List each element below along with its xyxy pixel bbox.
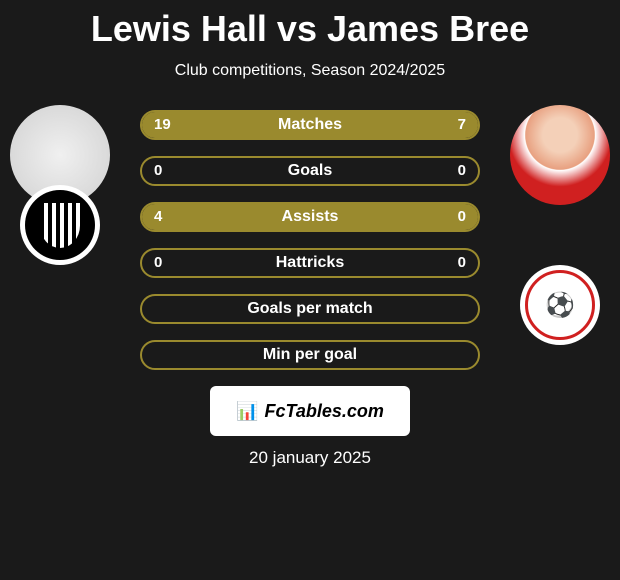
player2-club-logo: ⚽ — [520, 265, 600, 345]
stat-value-left: 0 — [154, 250, 162, 276]
stat-label: Goals — [142, 158, 478, 184]
stat-value-right: 0 — [458, 204, 466, 230]
stat-row: Assists4 0 — [140, 202, 480, 232]
stat-rows-container: Matches197Goals00Assists40Hattricks00Goa… — [140, 110, 480, 370]
stat-row: Goals per match — [140, 294, 480, 324]
stat-row: Min per goal — [140, 340, 480, 370]
date-label: 20 january 2025 — [0, 448, 620, 468]
southampton-crest-icon: ⚽ — [525, 270, 595, 340]
stat-row: Hattricks0 0 — [140, 248, 480, 278]
photo-placeholder — [510, 105, 610, 205]
watermark: 📊 FcTables.com — [210, 386, 410, 436]
comparison-title: Lewis Hall vs James Bree — [0, 0, 620, 50]
stat-row: Goals0 0 — [140, 156, 480, 186]
player1-club-logo — [20, 185, 100, 265]
stat-label: Min per goal — [142, 342, 478, 368]
comparison-subtitle: Club competitions, Season 2024/2025 — [0, 62, 620, 80]
player2-photo — [510, 105, 610, 205]
stat-label: Hattricks — [142, 250, 478, 276]
stat-label: Assists — [142, 204, 478, 230]
stat-value-right: 0 — [458, 158, 466, 184]
stat-row: Matches19 7 — [140, 110, 480, 140]
main-content: ⚽ Matches197Goals00Assists40Hattricks00G… — [0, 110, 620, 468]
stat-value-left: 0 — [154, 158, 162, 184]
stat-value-left: 4 — [154, 204, 162, 230]
stat-value-right: 0 — [458, 250, 466, 276]
newcastle-crest-icon — [25, 190, 95, 260]
stat-value-left: 19 — [154, 112, 171, 138]
stat-label: Matches — [142, 112, 478, 138]
chart-icon: 📊 — [236, 401, 258, 422]
stat-value-right: 7 — [458, 112, 466, 138]
stat-label: Goals per match — [142, 296, 478, 322]
watermark-text: FcTables.com — [265, 401, 384, 422]
